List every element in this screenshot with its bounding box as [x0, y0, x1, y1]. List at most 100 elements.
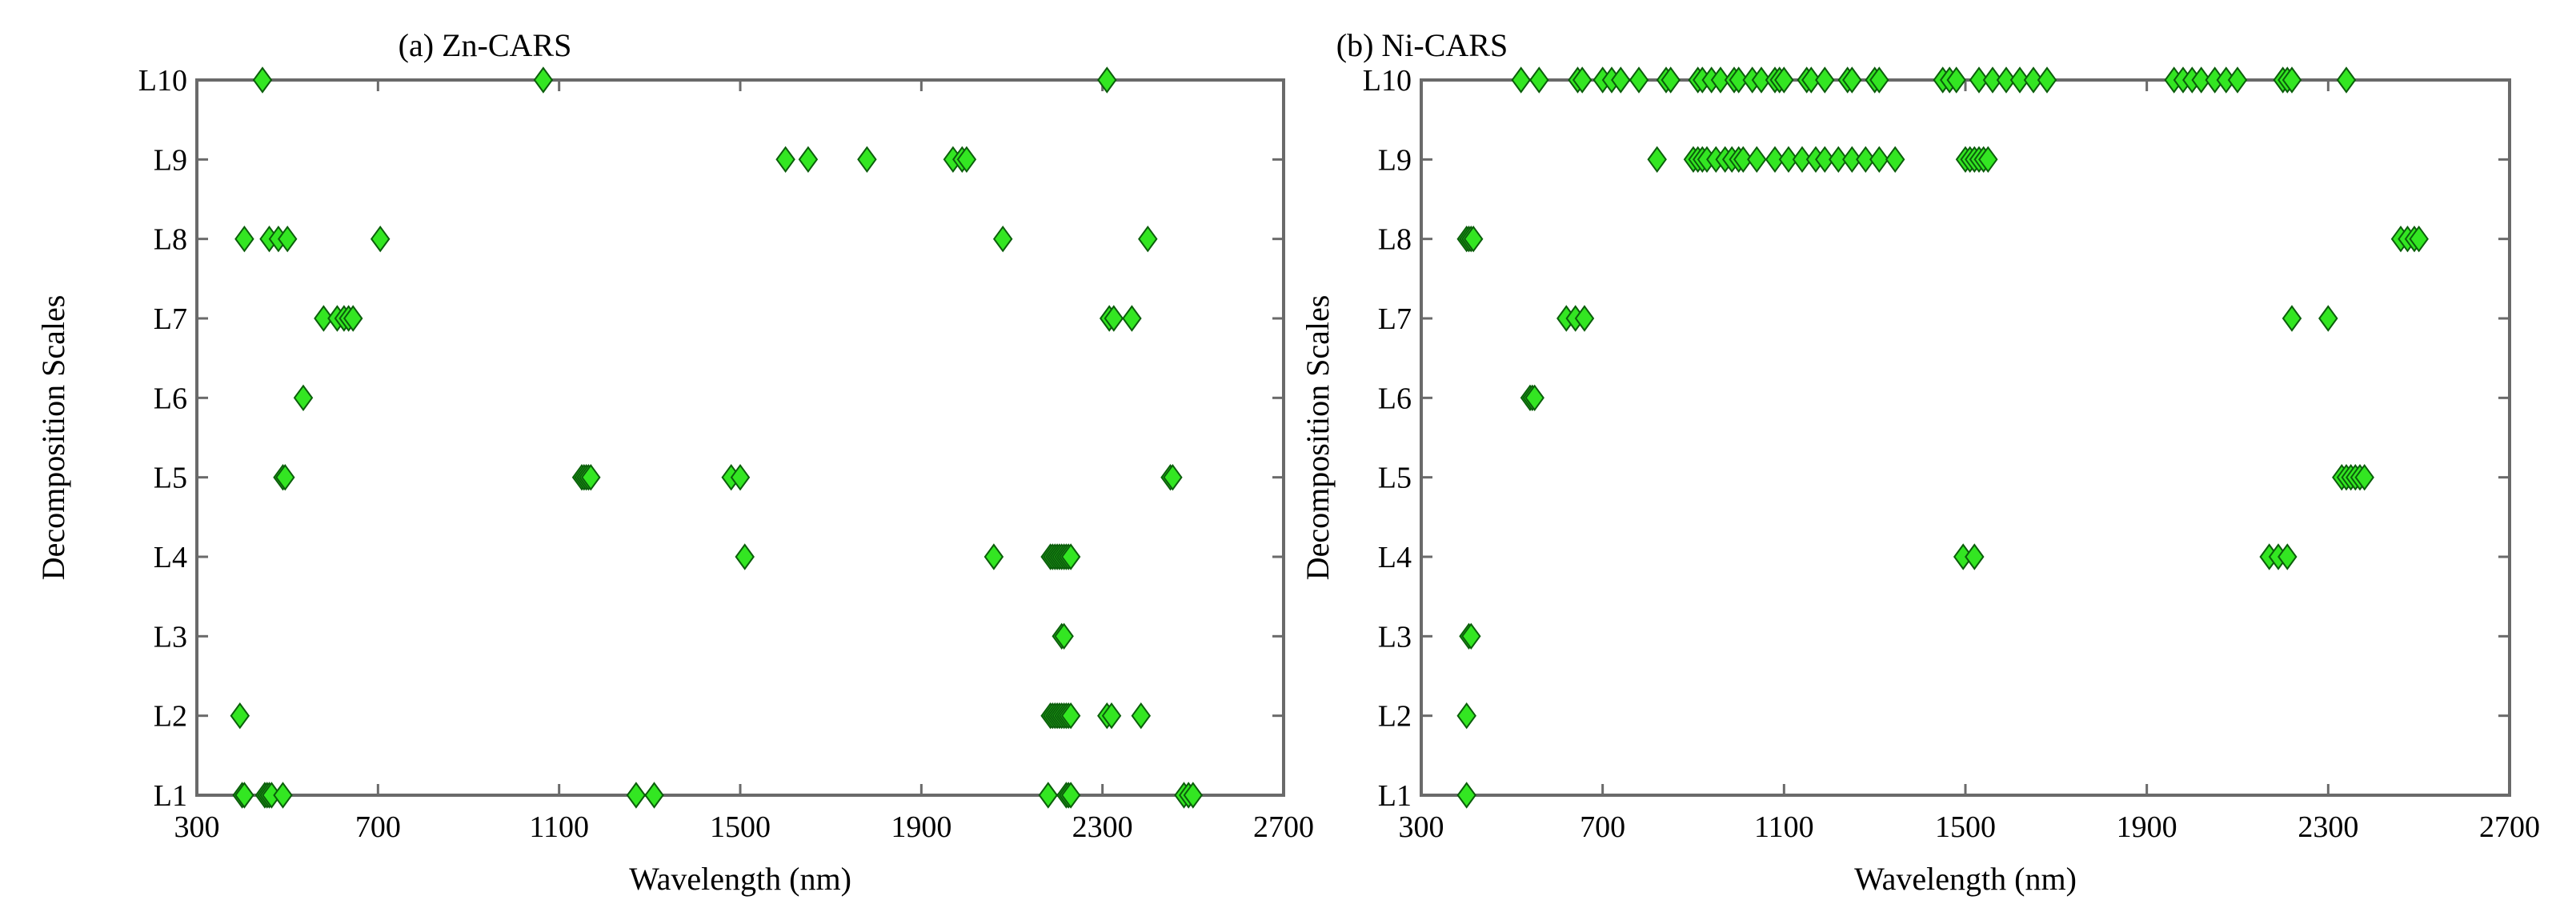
marker-zn-cars-L6-0 [293, 384, 314, 411]
panel-ni-cars: (b) Ni-CARS 300 700 1100 1500 1900 2300 2700 L1… [1300, 27, 2540, 897]
marker-ni-cars-L10-20 [1774, 66, 1794, 94]
marker-ni-cars-L9-16 [1829, 146, 1849, 173]
marker-ni-cars-L9-13 [1792, 146, 1813, 173]
marker-ni-cars-L1-0 [1456, 782, 1476, 809]
y-tick-label-ni-cars-L4: L4 [1378, 541, 1412, 574]
marker-zn-cars-L5-10 [1163, 464, 1183, 491]
marker-ni-cars-L10-1 [1529, 66, 1549, 94]
x-tick-label-ni-cars-6: 2700 [2479, 810, 2540, 844]
marker-ni-cars-L4-1 [1965, 543, 1985, 570]
marker-ni-cars-L6-2 [1524, 384, 1544, 411]
y-tick-label-ni-cars-L3: L3 [1378, 620, 1412, 654]
marker-ni-cars-L7-2 [1574, 305, 1595, 332]
marker-ni-cars-L10-31 [1969, 66, 1989, 94]
marker-zn-cars-L7-6 [1104, 305, 1124, 332]
y-tick-label-zn-cars-L7: L7 [154, 302, 187, 336]
marker-ni-cars-L10-30 [1946, 66, 1966, 94]
markers-ni-cars [1456, 66, 2429, 809]
marker-zn-cars-L4-1 [984, 543, 1004, 570]
marker-zn-cars-L1-8 [644, 782, 664, 809]
marker-ni-cars-L9-17 [1842, 146, 1862, 173]
marker-ni-cars-L8-3 [1463, 226, 1484, 253]
y-tick-label-zn-cars-L4: L4 [154, 541, 187, 574]
marker-zn-cars-L8-5 [992, 226, 1013, 253]
y-tick-label-ni-cars-L8: L8 [1378, 223, 1412, 257]
marker-ni-cars-L10-36 [2037, 66, 2057, 94]
ticks-zn-cars: 300 700 1100 1500 1900 2300 2700 L1 L2 L3 L4 L5 L6 L7… [138, 64, 1314, 844]
marker-zn-cars-L10-2 [1097, 66, 1117, 94]
marker-zn-cars-L7-0 [314, 305, 334, 332]
axes-frame-ni-cars [1420, 78, 2511, 797]
x-tick-label-ni-cars-5: 2300 [2298, 810, 2358, 844]
marker-ni-cars-L9-20 [1885, 146, 1905, 173]
y-tick-label-ni-cars-L5: L5 [1378, 462, 1412, 495]
y-tick-label-ni-cars-L6: L6 [1378, 382, 1412, 415]
marker-ni-cars-L9-18 [1856, 146, 1876, 173]
x-tick-label-zn-cars-2: 1100 [529, 810, 589, 844]
x-tick-label-ni-cars-0: 300 [1399, 810, 1444, 844]
marker-ni-cars-L10-0 [1511, 66, 1531, 94]
x-tick-label-ni-cars-2: 1100 [1754, 810, 1814, 844]
marker-zn-cars-L8-6 [1138, 226, 1158, 253]
marker-ni-cars-L10-43 [2227, 66, 2248, 94]
y-tick-label-ni-cars-L7: L7 [1378, 302, 1412, 336]
y-axis-label-ni-cars: Decomposition Scales [1300, 295, 1336, 581]
marker-zn-cars-L7-4 [343, 305, 363, 332]
marker-ni-cars-L4-4 [2278, 543, 2298, 570]
x-tick-label-ni-cars-3: 1500 [1935, 810, 1996, 844]
marker-ni-cars-L10-6 [1611, 66, 1631, 94]
y-tick-label-zn-cars-L2: L2 [154, 700, 187, 734]
y-tick-label-ni-cars-L1: L1 [1378, 779, 1412, 813]
marker-zn-cars-L10-0 [252, 66, 273, 94]
marker-ni-cars-L10-3 [1572, 66, 1592, 94]
marker-zn-cars-L9-5 [956, 146, 977, 173]
x-tick-label-zn-cars-4: 1900 [891, 810, 951, 844]
marker-ni-cars-L10-7 [1629, 66, 1649, 94]
y-tick-label-zn-cars-L6: L6 [154, 382, 187, 415]
y-tick-label-zn-cars-L1: L1 [154, 779, 187, 813]
marker-zn-cars-L10-1 [533, 66, 554, 94]
marker-ni-cars-L10-15 [1729, 66, 1749, 94]
marker-zn-cars-L1-9 [1038, 782, 1059, 809]
marker-ni-cars-L9-12 [1778, 146, 1799, 173]
marker-ni-cars-L9-19 [1869, 146, 1889, 173]
marker-ni-cars-L10-35 [2023, 66, 2044, 94]
x-tick-label-zn-cars-0: 300 [174, 810, 220, 844]
marker-ni-cars-L9-11 [1765, 146, 1785, 173]
marker-ni-cars-L2-0 [1456, 702, 1476, 730]
marker-ni-cars-L3-1 [1461, 622, 1481, 650]
marker-zn-cars-L3-1 [1054, 622, 1074, 650]
y-tick-label-zn-cars-L5: L5 [154, 462, 187, 495]
y-tick-label-zn-cars-L9: L9 [154, 143, 187, 177]
x-tick-label-ni-cars-4: 1900 [2117, 810, 2177, 844]
x-tick-label-zn-cars-5: 2300 [1072, 810, 1133, 844]
marker-zn-cars-L1-15 [1183, 782, 1204, 809]
marker-zn-cars-L5-1 [275, 464, 295, 491]
x-axis-label-zn-cars: Wavelength (nm) [629, 861, 851, 897]
y-axis-label-zn-cars: Decomposition Scales [35, 295, 71, 581]
marker-zn-cars-L9-0 [775, 146, 795, 173]
marker-zn-cars-L4-11 [1060, 543, 1081, 570]
marker-zn-cars-L8-0 [234, 226, 254, 253]
marker-ni-cars-L10-40 [2191, 66, 2211, 94]
marker-ni-cars-L10-34 [2009, 66, 2030, 94]
marker-zn-cars-L2-0 [230, 702, 250, 730]
marker-ni-cars-L10-47 [2336, 66, 2357, 94]
y-tick-label-zn-cars-L10: L10 [138, 64, 187, 98]
marker-zn-cars-L1-1 [234, 782, 254, 809]
marker-ni-cars-L9-15 [1815, 146, 1835, 173]
marker-ni-cars-L7-4 [2318, 305, 2338, 332]
marker-ni-cars-L9-9 [1733, 146, 1753, 173]
ticks-ni-cars: 300 700 1100 1500 1900 2300 2700 L1 L2 L3 L4 L5 L6 L7… [1363, 64, 2540, 844]
x-tick-label-zn-cars-1: 700 [355, 810, 401, 844]
marker-zn-cars-L7-7 [1122, 305, 1142, 332]
axes-frame-zn-cars [195, 78, 1285, 797]
marker-ni-cars-L10-33 [1996, 66, 2017, 94]
x-tick-label-zn-cars-3: 1500 [710, 810, 771, 844]
marker-ni-cars-L9-10 [1747, 146, 1767, 173]
marker-ni-cars-L10-27 [1869, 66, 1889, 94]
x-tick-label-ni-cars-1: 700 [1580, 810, 1625, 844]
x-tick-label-zn-cars-6: 2700 [1253, 810, 1314, 844]
marker-ni-cars-L10-23 [1815, 66, 1835, 94]
